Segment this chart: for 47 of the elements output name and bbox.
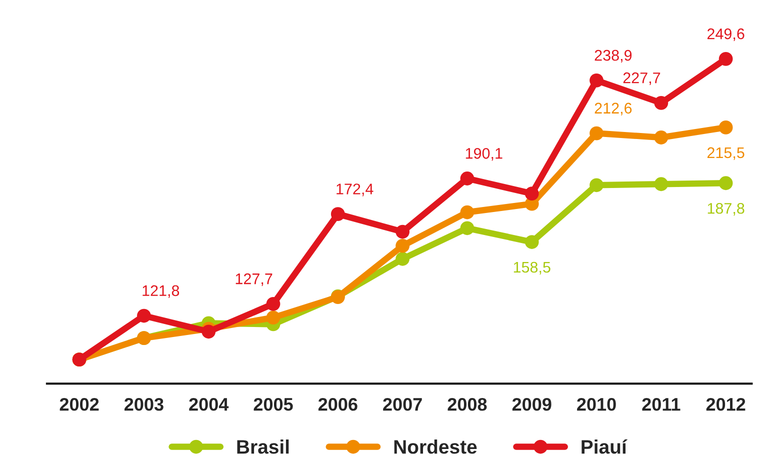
- legend-label: Brasil: [237, 439, 289, 454]
- data-label: 190,1: [466, 148, 502, 161]
- legend-label: Piauí: [582, 439, 628, 454]
- point: [137, 308, 151, 323]
- point: [524, 186, 539, 201]
- x-tick-label: 2007: [383, 398, 422, 411]
- point: [266, 310, 280, 325]
- point: [266, 296, 280, 311]
- point: [718, 176, 733, 190]
- data-label: 172,4: [336, 184, 374, 196]
- point: [460, 221, 474, 236]
- point: [590, 178, 604, 192]
- data-label: 212,6: [594, 102, 632, 116]
- point: [460, 205, 474, 220]
- point: [718, 52, 733, 66]
- point: [654, 96, 668, 110]
- x-tick-label: 2002: [60, 398, 99, 411]
- x-tick-label: 2011: [642, 398, 680, 411]
- point: [590, 73, 604, 88]
- point: [460, 172, 474, 186]
- x-tick-label: 2009: [512, 398, 552, 411]
- data-label: 121,8: [142, 285, 180, 298]
- point: [202, 324, 216, 339]
- point: [654, 177, 668, 192]
- point: [654, 130, 668, 144]
- point: [524, 235, 539, 249]
- x-tick-label: 2010: [577, 398, 616, 411]
- data-label: 227,7: [623, 72, 660, 86]
- x-tick-label: 2004: [189, 398, 229, 411]
- x-tick-label: 2008: [448, 398, 487, 411]
- point: [330, 207, 345, 222]
- x-tick-label: 2012: [706, 398, 746, 411]
- legend-label: Nordeste: [394, 439, 477, 454]
- data-label: 158,5: [514, 262, 550, 274]
- data-label: 249,6: [707, 28, 744, 42]
- point: [590, 126, 604, 140]
- x-tick-label: 2003: [124, 398, 164, 411]
- point: [718, 120, 733, 134]
- point: [396, 224, 410, 239]
- point: [396, 238, 410, 253]
- data-label: 215,5: [707, 147, 744, 160]
- data-label: 238,9: [594, 50, 632, 63]
- data-label: 187,8: [708, 202, 744, 216]
- x-tick-label: 2005: [254, 398, 293, 411]
- point: [396, 252, 410, 266]
- data-label: 127,7: [236, 273, 272, 286]
- x-tick-label: 2006: [318, 398, 358, 411]
